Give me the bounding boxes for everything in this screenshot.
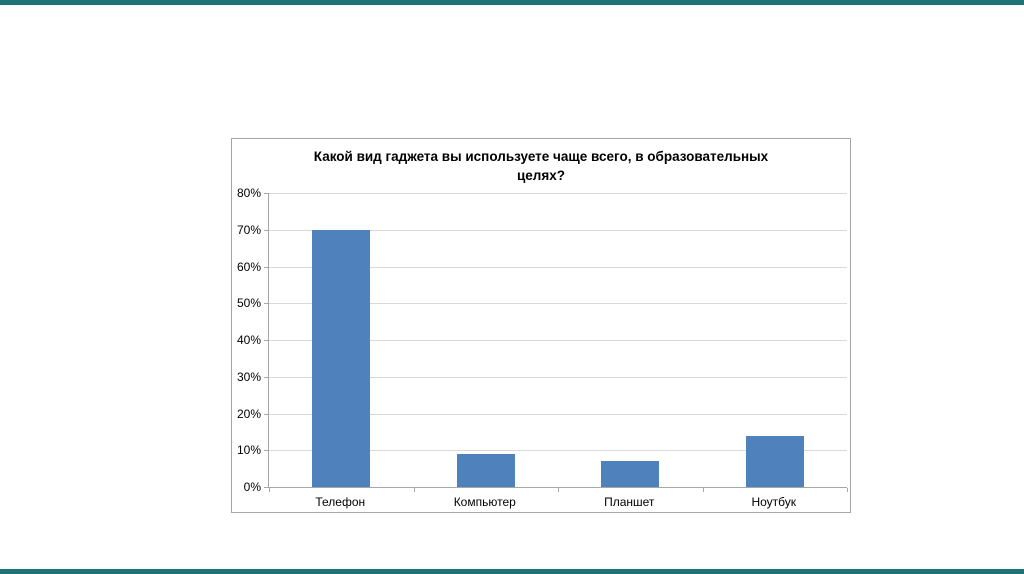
y-axis-label: 30%: [236, 369, 261, 384]
gridline: [269, 229, 847, 231]
y-axis-label: 80%: [236, 186, 261, 200]
bar-ноутбук: [745, 435, 804, 487]
bar-компьютер: [456, 453, 515, 487]
y-axis-tick: [264, 450, 268, 452]
x-axis-tick: [269, 488, 270, 492]
x-axis-tick: [413, 488, 415, 492]
x-axis-tick: [847, 488, 848, 492]
y-axis-label: 40%: [236, 333, 261, 347]
y-axis-tick: [264, 413, 268, 415]
y-axis-tick: [264, 193, 268, 194]
x-axis-label: Телефон: [315, 495, 366, 509]
x-axis-tick: [558, 488, 559, 492]
y-axis-tick: [264, 266, 268, 268]
chart-title: Какой вид гаджета вы используете чаще вс…: [313, 149, 769, 183]
bar-chart: Какой вид гаджета вы используете чаще вс…: [231, 138, 851, 513]
bar-планшет: [601, 461, 660, 487]
y-axis-label: 70%: [236, 222, 261, 237]
y-axis-tick: [264, 303, 268, 305]
gridline: [269, 340, 847, 341]
y-axis-label: 60%: [236, 259, 261, 274]
gridline: [269, 413, 847, 415]
bar-телефон: [312, 229, 371, 487]
x-axis-label: Компьютер: [453, 495, 516, 509]
x-axis-label: Планшет: [604, 495, 655, 509]
x-axis-label: Ноутбук: [751, 495, 797, 509]
y-axis-tick: [264, 376, 268, 378]
x-axis-tick: [702, 488, 704, 492]
y-axis-tick: [264, 340, 268, 341]
y-axis-label: 10%: [236, 443, 261, 458]
slide-bottom-accent-bar: [0, 569, 1024, 574]
gridline: [269, 266, 847, 268]
y-axis-label: 20%: [236, 406, 261, 421]
gridline: [269, 450, 847, 452]
plot-area: [264, 193, 848, 492]
y-axis-label: 50%: [236, 296, 261, 311]
y-axis-tick: [264, 487, 268, 488]
slide-top-accent-bar: [0, 0, 1024, 5]
gridline: [269, 376, 847, 378]
y-axis-label: 0%: [243, 480, 261, 494]
gridline: [269, 303, 847, 305]
gridline: [269, 193, 847, 194]
y-axis-tick: [264, 229, 268, 231]
